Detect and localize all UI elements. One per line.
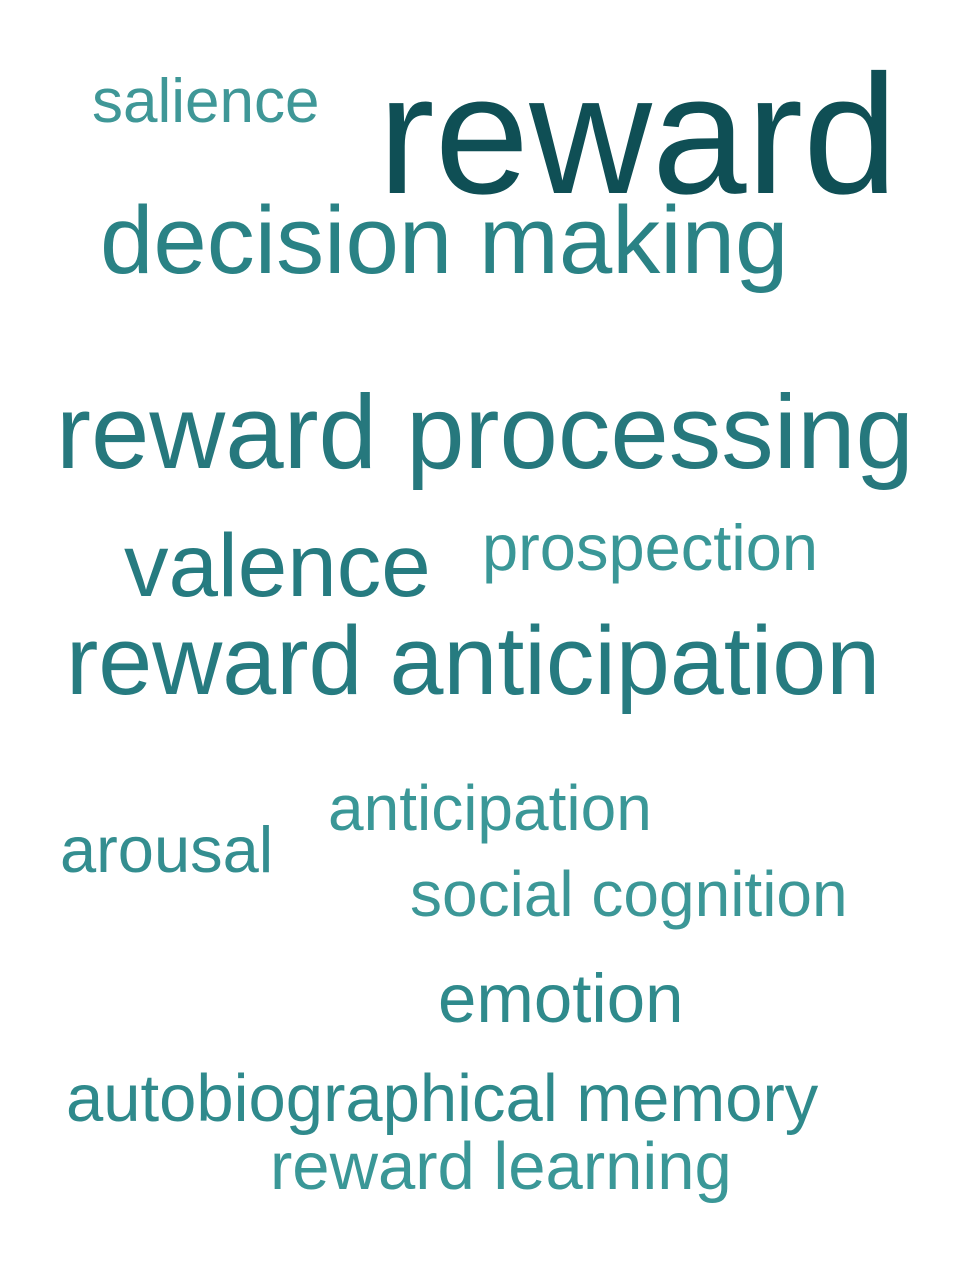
word-reward-learning: reward learning [270,1129,732,1204]
word-anticipation: anticipation [328,772,652,844]
word-prospection: prospection [482,511,819,584]
word-reward-anticipation: reward anticipation [66,606,881,715]
word-salience: salience [92,67,320,136]
word-emotion: emotion [438,960,684,1037]
word-valence: valence [124,515,431,615]
word-decision-making: decision making [100,187,789,294]
word-reward: reward [378,40,898,230]
word-reward-processing: reward processing [56,374,914,491]
word-arousal: arousal [60,813,274,886]
word-social-cognition: social cognition [410,858,848,930]
word-autobiographical-memory: autobiographical memory [66,1061,819,1136]
